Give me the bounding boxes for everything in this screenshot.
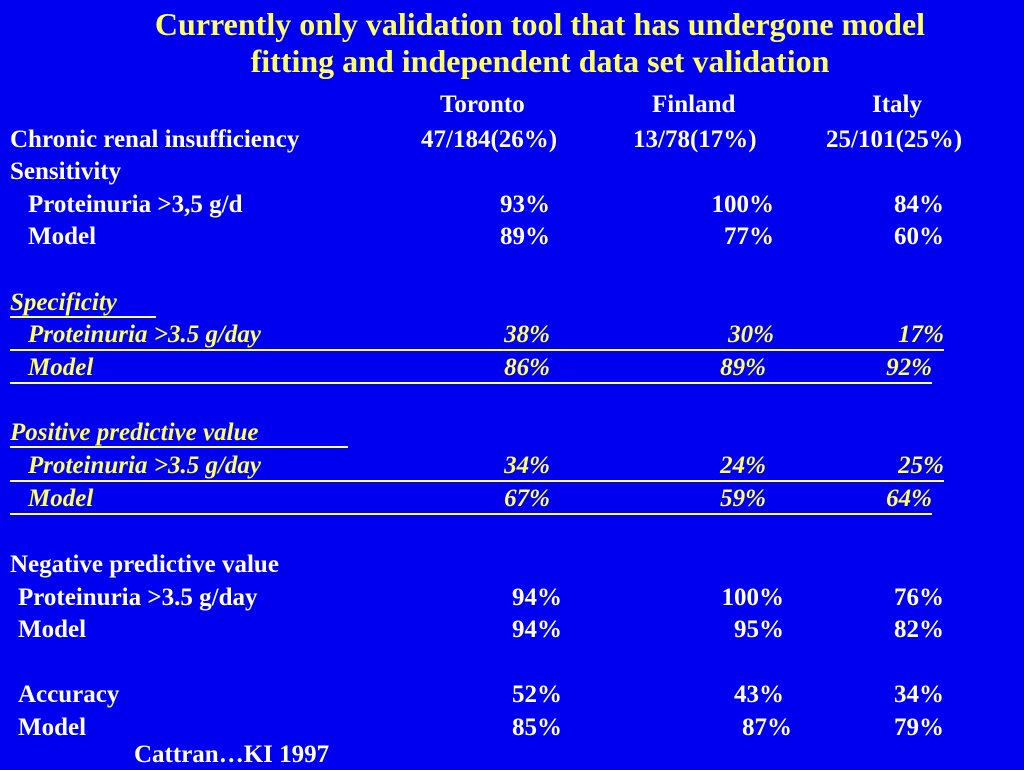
crf-value-toronto: 47/184(26%) (421, 126, 558, 153)
sensitivity-proteinuria-toronto: 93% (500, 191, 550, 218)
npv-proteinuria-label: Proteinuria >3.5 g/day (18, 584, 258, 611)
ppv-model-underline (10, 513, 932, 515)
section-label-negative-predictive-value: Negative predictive value (10, 551, 279, 578)
npv-proteinuria-toronto: 94% (512, 584, 562, 611)
crf-value-italy: 25/101(25%) (826, 126, 963, 153)
accuracy-italy: 34% (894, 681, 944, 708)
npv-proteinuria-finland: 100% (721, 584, 785, 611)
section-label-positive-predictive-value: Positive predictive value (10, 419, 259, 446)
accuracy-model-toronto: 85% (512, 714, 562, 741)
npv-model-finland: 95% (734, 616, 784, 643)
specificity-proteinuria-underline (10, 349, 944, 351)
ppv-model-label: Model (28, 485, 94, 512)
title-line-2: fitting and independent data set validat… (250, 43, 830, 79)
accuracy-label: Accuracy (18, 681, 120, 708)
row-label-chronic-renal-insufficiency: Chronic renal insufficiency (10, 126, 300, 153)
column-header-italy: Italy (872, 91, 922, 118)
specificity-proteinuria-finland: 30% (728, 321, 774, 348)
accuracy-model-finland: 87% (742, 714, 792, 741)
specificity-model-toronto: 86% (504, 354, 550, 381)
specificity-label-underline (10, 316, 156, 318)
accuracy-finland: 43% (734, 681, 784, 708)
sensitivity-model-label: Model (28, 223, 97, 250)
specificity-model-finland: 89% (720, 354, 766, 381)
sensitivity-model-finland: 77% (724, 223, 774, 250)
specificity-model-underline (10, 382, 932, 384)
sensitivity-proteinuria-label: Proteinuria >3,5 g/d (28, 191, 243, 218)
accuracy-model-label: Model (18, 714, 87, 741)
ppv-proteinuria-underline (10, 480, 944, 482)
ppv-proteinuria-italy: 25% (898, 452, 944, 479)
accuracy-model-italy: 79% (894, 714, 944, 741)
sensitivity-proteinuria-finland: 100% (711, 191, 775, 218)
sensitivity-model-italy: 60% (894, 223, 944, 250)
npv-model-label: Model (18, 616, 87, 643)
sensitivity-proteinuria-italy: 84% (894, 191, 944, 218)
ppv-model-toronto: 67% (504, 485, 550, 512)
specificity-model-italy: 92% (886, 354, 932, 381)
section-label-specificity: Specificity (10, 289, 117, 316)
ppv-model-italy: 64% (886, 485, 932, 512)
specificity-proteinuria-label: Proteinuria >3.5 g/day (28, 321, 262, 348)
column-header-toronto: Toronto (440, 91, 525, 118)
ppv-proteinuria-label: Proteinuria >3.5 g/day (28, 452, 262, 479)
section-label-sensitivity: Sensitivity (10, 158, 122, 185)
ppv-model-finland: 59% (720, 485, 766, 512)
title-line-1: Currently only validation tool that has … (154, 6, 926, 42)
npv-proteinuria-italy: 76% (894, 584, 944, 611)
ppv-proteinuria-finland: 24% (720, 452, 766, 479)
citation: Cattran…KI 1997 (134, 741, 330, 768)
npv-model-toronto: 94% (512, 616, 562, 643)
specificity-model-label: Model (28, 354, 94, 381)
specificity-proteinuria-italy: 17% (898, 321, 944, 348)
ppv-proteinuria-toronto: 34% (504, 452, 550, 479)
ppv-label-underline (10, 446, 348, 448)
column-header-finland: Finland (652, 91, 736, 118)
sensitivity-model-toronto: 89% (500, 223, 550, 250)
specificity-proteinuria-toronto: 38% (504, 321, 550, 348)
npv-model-italy: 82% (894, 616, 944, 643)
accuracy-toronto: 52% (512, 681, 562, 708)
slide-title: Currently only validation tool that has … (40, 6, 1024, 80)
crf-value-finland: 13/78(17%) (633, 126, 757, 153)
